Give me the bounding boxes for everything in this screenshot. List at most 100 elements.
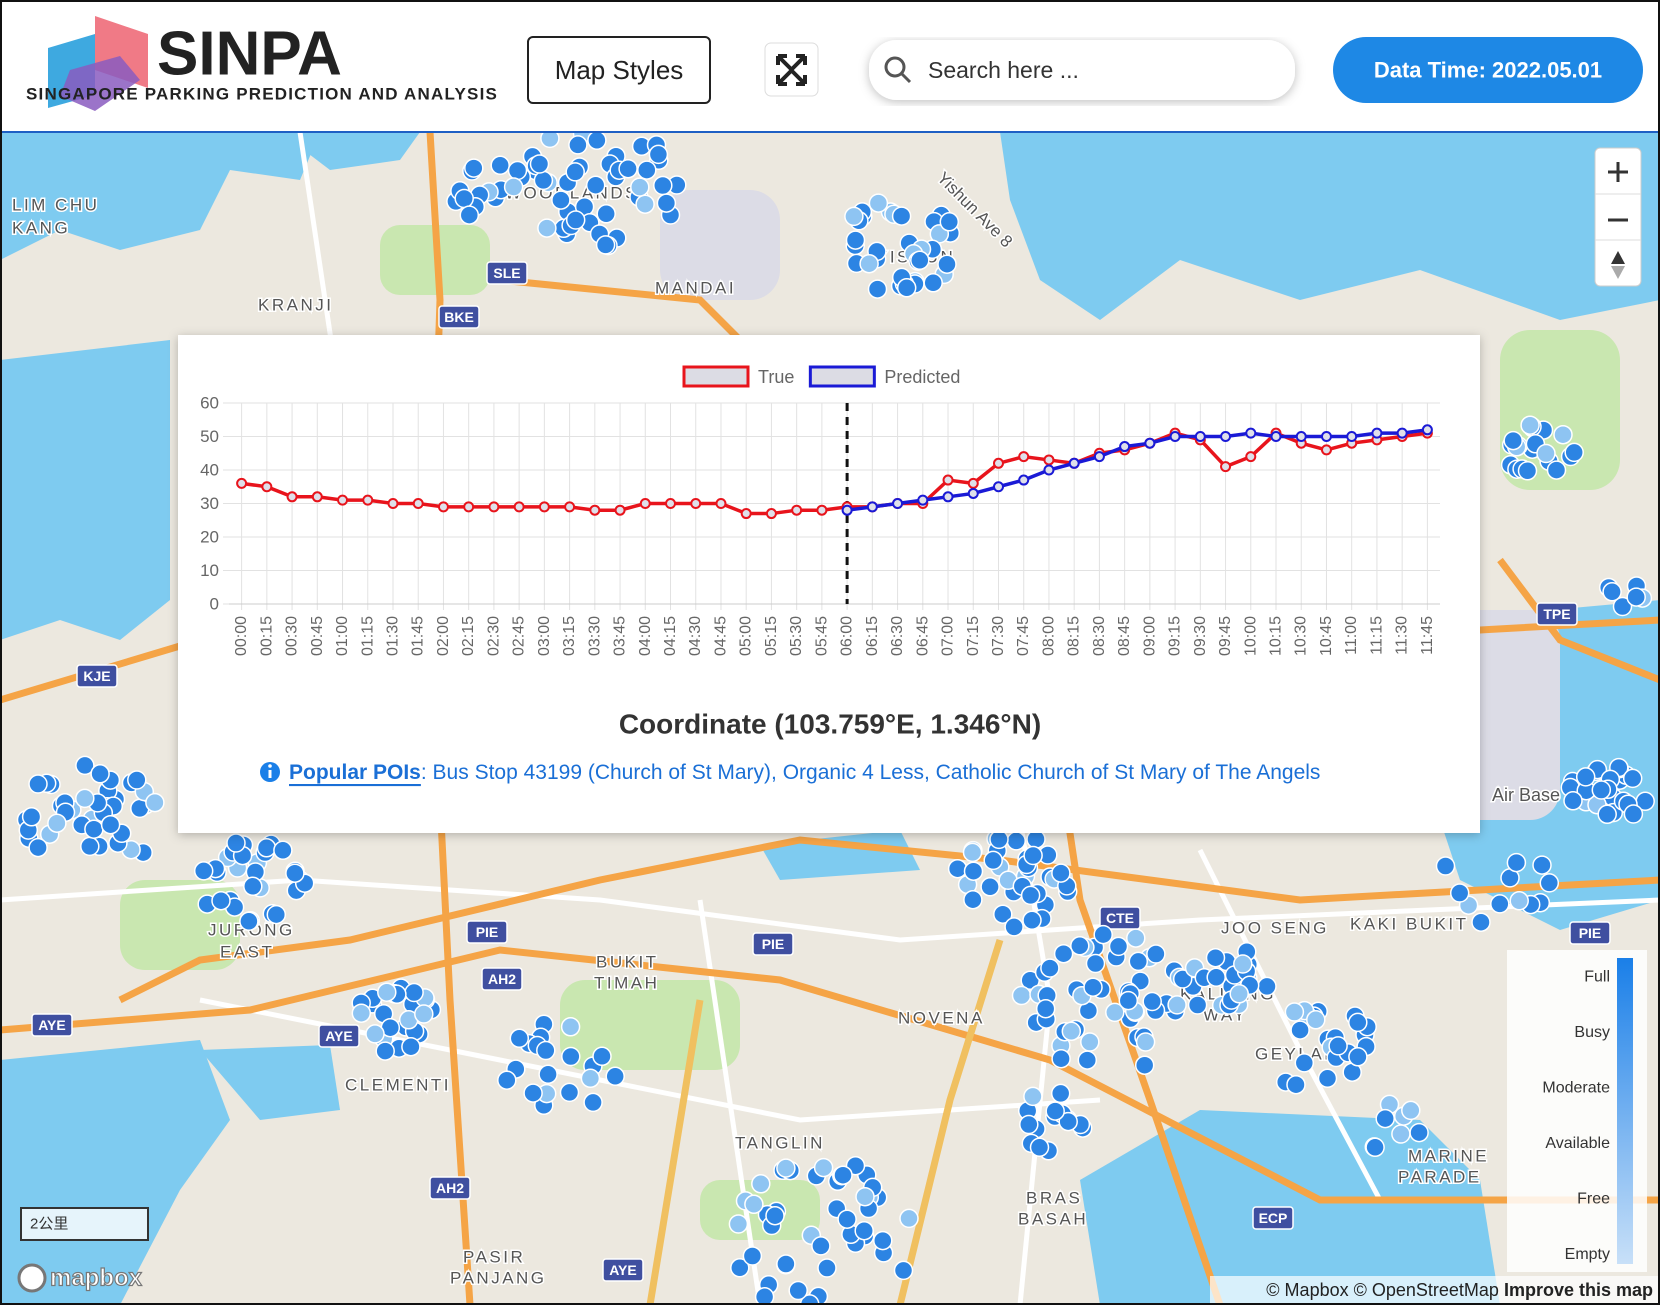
parking-dot[interactable] xyxy=(507,160,528,181)
parking-dot[interactable] xyxy=(776,1158,796,1178)
parking-dot[interactable] xyxy=(788,1280,808,1301)
parking-dot[interactable] xyxy=(28,837,48,858)
parking-dot[interactable] xyxy=(365,1024,385,1044)
parking-dot[interactable] xyxy=(1029,1137,1050,1158)
parking-dot[interactable] xyxy=(1040,958,1060,978)
parking-dot[interactable] xyxy=(193,861,214,881)
parking-dot[interactable] xyxy=(813,1157,834,1178)
parking-dot[interactable] xyxy=(285,863,305,883)
parking-dot[interactable] xyxy=(561,1046,581,1067)
parking-dot[interactable] xyxy=(837,1209,857,1229)
parking-dot[interactable] xyxy=(538,1064,558,1085)
parking-dot[interactable] xyxy=(351,1003,372,1023)
parking-dot[interactable] xyxy=(1167,995,1187,1015)
parking-dot[interactable] xyxy=(1597,804,1617,825)
parking-dot[interactable] xyxy=(585,175,606,195)
poi-link[interactable]: Popular POIs xyxy=(289,761,421,784)
parking-dot[interactable] xyxy=(1051,1048,1071,1069)
parking-dot[interactable] xyxy=(833,1165,853,1185)
parking-dot[interactable] xyxy=(587,130,607,151)
parking-dot[interactable] xyxy=(1126,928,1146,948)
parking-dot[interactable] xyxy=(1019,1114,1039,1135)
parking-dot[interactable] xyxy=(1409,1122,1429,1143)
parking-dot[interactable] xyxy=(127,770,147,790)
parking-dot[interactable] xyxy=(1591,780,1612,800)
parking-dot[interactable] xyxy=(947,858,968,879)
parking-dot[interactable] xyxy=(1035,998,1056,1019)
parking-dot[interactable] xyxy=(754,1287,775,1305)
parking-dot[interactable] xyxy=(1401,1100,1421,1121)
parking-dot[interactable] xyxy=(1563,791,1583,811)
parking-dot[interactable] xyxy=(923,273,943,293)
parking-dot[interactable] xyxy=(1294,1053,1315,1073)
parking-dot[interactable] xyxy=(1375,1108,1395,1129)
parking-dot[interactable] xyxy=(963,889,983,910)
parking-dot[interactable] xyxy=(266,904,287,925)
parking-dot[interactable] xyxy=(1172,969,1193,989)
parking-dot[interactable] xyxy=(1205,947,1226,968)
parking-dot[interactable] xyxy=(559,1082,580,1103)
parking-dot[interactable] xyxy=(1564,442,1584,463)
parking-dot[interactable] xyxy=(84,819,104,839)
parking-dot[interactable] xyxy=(844,206,864,227)
parking-dot[interactable] xyxy=(1050,1083,1071,1104)
parking-dot[interactable] xyxy=(1093,924,1113,945)
parking-dot[interactable] xyxy=(523,1083,543,1103)
parking-dot[interactable] xyxy=(993,904,1013,924)
parking-dot[interactable] xyxy=(1135,1032,1156,1052)
parking-dot[interactable] xyxy=(1532,855,1552,875)
parking-dot[interactable] xyxy=(1623,804,1644,824)
parking-dot[interactable] xyxy=(100,814,121,835)
parking-dot[interactable] xyxy=(1539,873,1560,893)
parking-dot[interactable] xyxy=(891,206,912,226)
parking-dot[interactable] xyxy=(80,836,100,857)
parking-dot[interactable] xyxy=(560,1017,581,1037)
parking-dot[interactable] xyxy=(896,278,917,298)
zoom-in[interactable] xyxy=(1595,148,1641,194)
parking-dot[interactable] xyxy=(1004,917,1024,937)
parking-dots[interactable] xyxy=(16,123,1655,1305)
parking-dot[interactable] xyxy=(404,982,424,1003)
parking-dot[interactable] xyxy=(583,1092,603,1113)
parking-dot[interactable] xyxy=(1306,1010,1326,1030)
parking-dot[interactable] xyxy=(656,193,677,213)
parking-dot[interactable] xyxy=(1449,883,1470,903)
parking-dot[interactable] xyxy=(742,1246,763,1266)
parking-dot[interactable] xyxy=(1575,767,1596,787)
parking-dot[interactable] xyxy=(1128,951,1149,972)
parking-dot[interactable] xyxy=(873,1230,893,1251)
parking-dot[interactable] xyxy=(937,254,957,274)
parking-dot[interactable] xyxy=(637,160,657,180)
parking-dot[interactable] xyxy=(1229,984,1249,1004)
map-styles-button[interactable]: Map Styles xyxy=(527,36,711,104)
parking-dot[interactable] xyxy=(963,861,984,881)
parking-dot[interactable] xyxy=(1328,1036,1348,1056)
parking-dot[interactable] xyxy=(1045,1101,1065,1121)
parking-dot[interactable] xyxy=(1503,430,1523,451)
parking-dot[interactable] xyxy=(1509,891,1529,911)
parking-dot[interactable] xyxy=(728,1214,749,1234)
parking-dot[interactable] xyxy=(596,204,616,224)
parking-dot[interactable] xyxy=(1146,944,1166,964)
parking-dot[interactable] xyxy=(854,1220,874,1241)
parking-dot[interactable] xyxy=(377,982,397,1002)
compass[interactable] xyxy=(1611,251,1625,279)
parking-dot[interactable] xyxy=(1612,596,1633,617)
parking-dot[interactable] xyxy=(605,1066,625,1087)
parking-dot[interactable] xyxy=(47,813,67,833)
parking-dot[interactable] xyxy=(1517,461,1538,481)
parking-dot[interactable] xyxy=(536,1040,556,1061)
parking-dot[interactable] xyxy=(1011,985,1032,1006)
parking-dot[interactable] xyxy=(1022,910,1042,931)
parking-dot[interactable] xyxy=(1286,1074,1306,1095)
parking-dot[interactable] xyxy=(893,1260,914,1281)
parking-dot[interactable] xyxy=(1471,912,1491,932)
parking-dot[interactable] xyxy=(211,890,231,911)
search-box[interactable]: Search here ... xyxy=(869,40,1295,100)
parking-dot[interactable] xyxy=(983,850,1003,871)
parking-dot[interactable] xyxy=(90,764,110,784)
parking-dot[interactable] xyxy=(765,1205,785,1226)
parking-dot[interactable] xyxy=(1051,863,1071,883)
parking-dot[interactable] xyxy=(744,1194,764,1215)
parking-dot[interactable] xyxy=(899,1208,919,1229)
